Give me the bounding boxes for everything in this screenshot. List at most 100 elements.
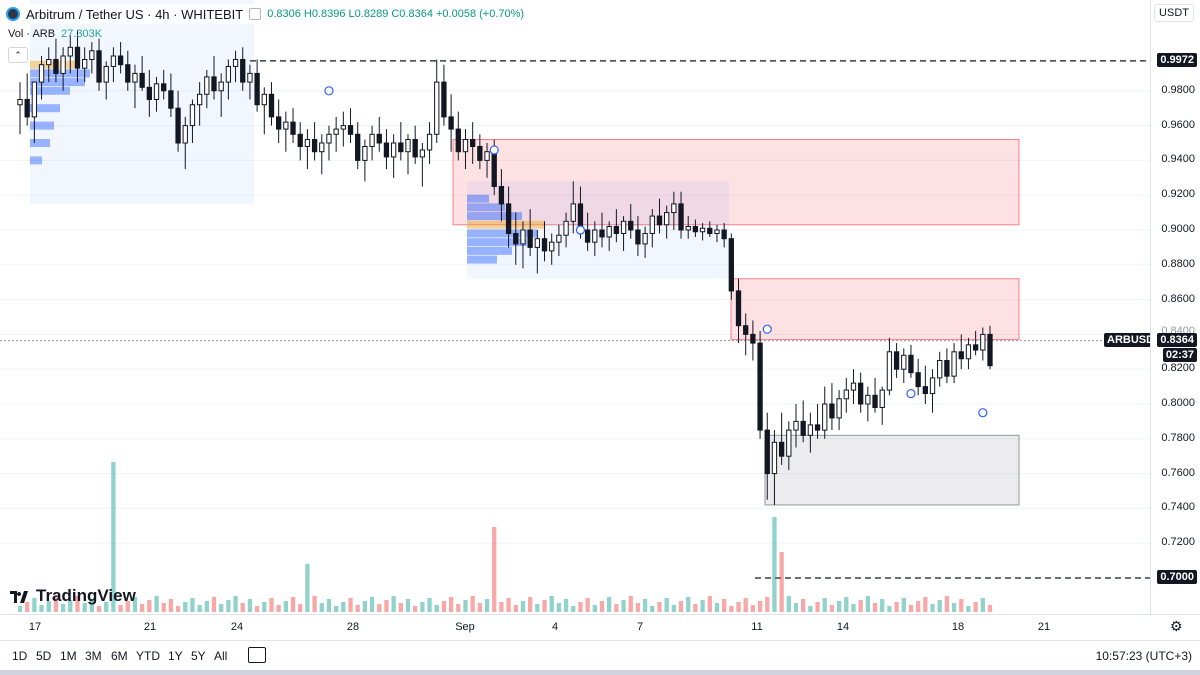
- candle-down: [922, 386, 928, 395]
- range-button-3m[interactable]: 3M: [85, 649, 102, 663]
- candle-down: [53, 58, 59, 74]
- price-chart[interactable]: [0, 0, 1150, 614]
- volume-bar: [779, 552, 784, 612]
- price-tick: 0.9200: [1161, 188, 1195, 201]
- footer-strip: [0, 670, 1200, 675]
- candle-down: [829, 403, 835, 419]
- volume-bar: [908, 605, 914, 612]
- range-button-all[interactable]: All: [214, 649, 228, 663]
- supply-zone: [730, 278, 1020, 341]
- volume-bar: [305, 564, 310, 612]
- time-axis[interactable]: 17 21 24 28 Sep 4 7 11 14 18 21: [0, 614, 1200, 639]
- volume-bar: [125, 601, 130, 612]
- candle-up: [793, 420, 799, 431]
- candle-up: [225, 65, 232, 83]
- volume-bar: [930, 604, 935, 612]
- candle-down: [599, 229, 605, 238]
- candle-up: [304, 139, 311, 147]
- candle-up: [901, 354, 907, 370]
- clock[interactable]: 10:57:23 (UTC+3): [1095, 649, 1192, 663]
- volume-bar: [513, 605, 518, 612]
- tradingview-logo[interactable]: TradingView: [10, 586, 136, 606]
- volume-bar: [413, 606, 418, 612]
- candle-up: [592, 229, 598, 243]
- volume-bar: [915, 601, 921, 612]
- volume-bar: [254, 606, 260, 612]
- candle-up: [46, 58, 52, 66]
- price-axis[interactable]: 0.9800 0.9600 0.9400 0.9200 0.9000 0.8800 0.86…: [1150, 0, 1200, 614]
- volume-bar: [865, 596, 871, 612]
- candle-up: [247, 72, 253, 83]
- volume-profile-bar: [30, 86, 70, 95]
- volume-bar: [68, 600, 73, 612]
- candle-up: [886, 351, 893, 391]
- candle-down: [441, 81, 447, 118]
- volume-bar: [139, 604, 145, 612]
- range-button-ytd[interactable]: YTD: [136, 649, 160, 663]
- candle-down: [139, 72, 145, 88]
- chevron-up-icon[interactable]: ⌃: [8, 47, 28, 63]
- candle-up: [326, 133, 332, 144]
- range-button-5y[interactable]: 5Y: [191, 649, 206, 663]
- range-button-1m[interactable]: 1M: [60, 649, 77, 663]
- candle-down: [455, 128, 461, 153]
- volume-bar: [183, 602, 188, 612]
- volume-bar: [377, 604, 382, 612]
- volume-bar: [707, 596, 712, 612]
- candle-down: [491, 151, 497, 187]
- candle-up: [319, 142, 325, 153]
- candle-up: [153, 83, 160, 100]
- gear-icon[interactable]: ⚙: [1170, 618, 1183, 634]
- volume-profile-bar: [30, 139, 50, 147]
- volume-bar: [326, 599, 332, 612]
- candle-down: [276, 116, 282, 130]
- calendar-goto-icon[interactable]: [248, 647, 266, 663]
- compare-icon[interactable]: [249, 8, 262, 20]
- volume-bar: [391, 596, 396, 612]
- symbol-title[interactable]: Arbitrum / Tether US · 4h · WHITEBIT: [26, 6, 244, 22]
- time-tick: 21: [143, 621, 157, 633]
- candle-down: [800, 420, 806, 436]
- range-button-6m[interactable]: 6M: [111, 649, 128, 663]
- candle-down: [893, 351, 900, 370]
- volume-bar: [944, 596, 950, 612]
- candle-up: [189, 104, 196, 127]
- candle-up: [965, 344, 972, 360]
- volume-bar: [53, 597, 59, 612]
- currency-selector[interactable]: USDT: [1154, 4, 1194, 22]
- volume-bar: [585, 598, 590, 612]
- price-tick: 0.7600: [1161, 466, 1195, 479]
- volume-bar: [226, 600, 231, 612]
- volume-bar: [937, 600, 942, 612]
- volume-bar: [470, 596, 475, 612]
- candle-down: [757, 342, 763, 431]
- candle-up: [38, 64, 45, 83]
- candle-down: [146, 86, 152, 100]
- range-button-5d[interactable]: 5D: [36, 649, 52, 663]
- candle-up: [182, 125, 188, 144]
- chart-area[interactable]: Arbitrum / Tether US · 4h · WHITEBIT 0.8…: [0, 0, 1150, 614]
- volume-bar: [721, 599, 727, 612]
- volume-bar: [355, 605, 360, 612]
- candle-up: [67, 46, 73, 57]
- volume-bar: [219, 604, 224, 612]
- chart-legend: Arbitrum / Tether US · 4h · WHITEBIT 0.8…: [6, 4, 525, 24]
- candle-down: [584, 229, 591, 243]
- volume-bar: [484, 599, 490, 612]
- volume-bar: [46, 601, 51, 612]
- volume-bar: [671, 605, 677, 612]
- candle-up: [204, 76, 210, 95]
- event-marker-icon: [762, 324, 772, 334]
- range-button-1d[interactable]: 1D: [12, 649, 28, 663]
- candle-down: [915, 372, 921, 388]
- candle-up: [419, 149, 426, 158]
- volume-profile-bar: [467, 212, 522, 221]
- range-button-1y[interactable]: 1Y: [168, 649, 183, 663]
- candle-up: [110, 55, 117, 67]
- candle-up: [132, 72, 138, 83]
- event-marker-icon: [575, 225, 586, 235]
- volume-profile-bar: [30, 121, 54, 130]
- time-tick: 7: [636, 621, 644, 633]
- candle-down: [355, 133, 361, 161]
- candle-down: [858, 382, 864, 405]
